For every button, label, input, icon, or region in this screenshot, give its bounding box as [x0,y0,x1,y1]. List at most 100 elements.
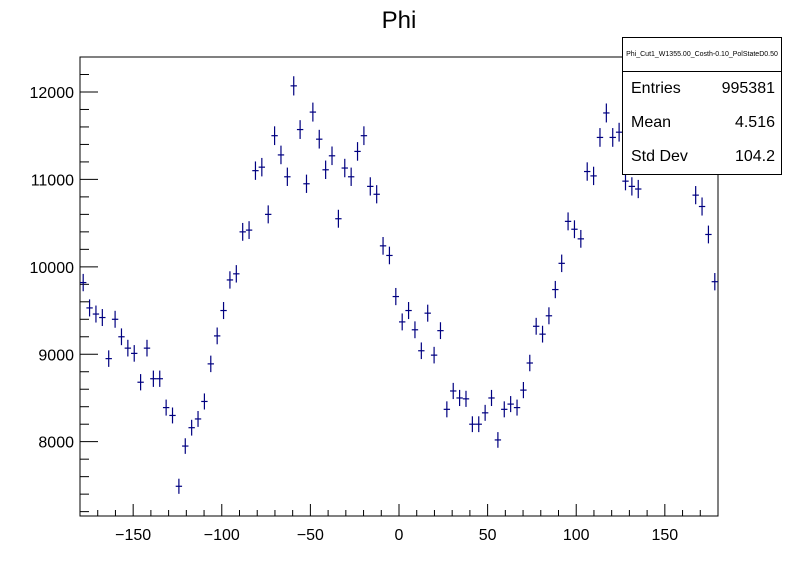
data-point [527,355,533,371]
mean-value: 4.516 [735,114,775,132]
data-point [444,401,450,417]
data-point [412,321,418,338]
data-point [456,390,462,406]
x-tick-label: −50 [297,527,324,544]
data-point [520,382,526,398]
data-point [259,158,265,176]
stddev-value: 104.2 [735,148,775,166]
entries-value: 995381 [722,80,775,98]
data-point [80,274,86,291]
data-point [571,220,577,238]
data-point [342,159,348,177]
y-tick-label: 11000 [31,172,74,189]
entries-label: Entries [631,80,681,98]
data-point [552,281,558,298]
mean-label: Mean [631,114,671,132]
data-point [692,186,698,204]
data-point [514,400,520,416]
data-point [386,247,392,265]
data-point [565,212,571,230]
data-point [393,288,399,305]
data-point [118,328,124,345]
data-point [399,313,405,330]
x-tick-label: 100 [563,527,590,544]
data-point [316,130,322,149]
y-tick-label: 12000 [30,85,75,102]
data-point [278,146,284,165]
data-point [291,76,297,95]
data-point [699,197,705,215]
data-point [380,237,386,255]
x-tick-label: 50 [479,527,497,544]
data-point [482,405,488,421]
y-tick-label: 9000 [38,347,74,364]
data-point [233,265,239,282]
data-point [469,416,475,432]
data-point [169,407,175,423]
data-point [546,307,552,324]
y-axis: 8000 9000 10000 11000 12000 [30,57,99,512]
data-point [182,438,188,454]
data-point [157,371,163,387]
data-point [329,147,335,166]
data-point [188,420,194,436]
data-point [246,221,252,239]
data-point [176,479,182,494]
y-tick-label: 8000 [38,435,74,452]
data-point [220,302,226,319]
data-point [297,120,303,139]
data-point [214,328,220,345]
stats-row-entries: Entries 995381 [623,72,781,106]
data-point [539,326,545,343]
data-point [603,103,609,122]
data-point [373,185,379,203]
data-point [629,177,635,195]
y-tick-label: 10000 [30,260,75,277]
data-point [227,271,233,288]
data-point [501,401,507,417]
data-point [705,226,711,244]
data-point [533,318,539,335]
data-point [348,168,354,186]
data-point [712,273,718,290]
stats-row-stddev: Std Dev 104.2 [623,140,781,174]
data-point [93,306,99,323]
data-point [131,345,137,362]
chart-title: Phi [382,7,417,34]
stats-row-mean: Mean 4.516 [623,106,781,140]
data-point [195,411,201,427]
data-point [354,142,360,161]
x-axis: −150 −100 −50 0 50 100 150 [80,504,718,544]
data-point [208,356,214,372]
stddev-label: Std Dev [631,148,688,166]
x-tick-label: 150 [651,527,678,544]
data-point [463,391,469,407]
stats-box-title: Phi_Cut1_W1355.00_Costh-0.10_PolStateD0.… [623,38,781,72]
data-point [265,205,271,223]
data-point [271,126,277,145]
data-point [597,128,603,147]
data-point [310,103,316,122]
x-tick-label: 0 [395,527,404,544]
data-point [405,302,411,319]
data-point [425,305,431,322]
data-point [303,175,309,193]
data-point [584,162,590,180]
data-point [476,416,482,432]
x-tick-label: −150 [115,527,151,544]
data-point [252,161,258,179]
data-point [144,340,150,357]
data-point [578,230,584,248]
x-tick-label: −100 [204,527,240,544]
data-point [150,371,156,387]
data-point [361,126,367,145]
data-point [106,350,112,367]
data-point [590,167,596,185]
data-point [559,255,565,273]
data-point [495,432,501,448]
data-point [99,309,105,326]
data-point [284,168,290,186]
data-point [437,322,443,339]
data-point [112,311,118,328]
data-point [125,340,131,357]
